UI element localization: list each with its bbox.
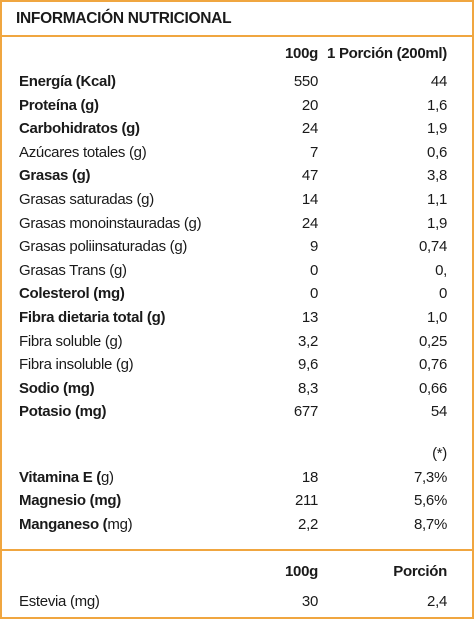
sweetener-header-portion: Porción bbox=[393, 563, 447, 580]
table-row: Manganeso (mg) 2,2 8,7% bbox=[2, 514, 472, 538]
row-value-portion: 0,6 bbox=[427, 143, 447, 161]
row-value-100g: 211 bbox=[294, 492, 318, 510]
table-row: Fibra insoluble (g) 9,6 0,76 bbox=[2, 354, 472, 378]
row-value-100g: 13 bbox=[301, 308, 318, 326]
table-row: Fibra soluble (g) 3,2 0,25 bbox=[2, 331, 472, 355]
row-value-portion: 5,6% bbox=[414, 492, 447, 510]
row-label: Energía (Kcal) bbox=[19, 73, 116, 90]
section-divider bbox=[2, 549, 472, 551]
row-value-100g: 9 bbox=[309, 238, 318, 256]
table-row: Magnesio (mg) 211 5,6% bbox=[2, 490, 472, 514]
footnote-mark: (*) bbox=[432, 445, 447, 462]
nutrient-table: 100g 1 Porción (200ml) Energía (Kcal) 550… bbox=[2, 39, 472, 425]
row-label: Vitamina E (g) bbox=[19, 469, 114, 486]
row-value-portion: 0,25 bbox=[419, 332, 447, 350]
row-value-portion: 1,9 bbox=[427, 214, 447, 232]
footnote-row: (*) bbox=[2, 443, 472, 467]
row-label: Grasas poliinsaturadas (g) bbox=[19, 238, 188, 256]
row-label: Carbohidratos (g) bbox=[19, 120, 140, 138]
row-label: Fibra dietaria total (g) bbox=[19, 308, 166, 326]
table-row: Grasas Trans (g) 0 0, bbox=[2, 260, 472, 284]
row-value-portion: 0,66 bbox=[419, 379, 447, 397]
vitamin-rows: Vitamina E (g) 18 7,3% Magnesio (mg) 211 5,6%… bbox=[2, 467, 472, 538]
row-value-100g: 24 bbox=[301, 120, 318, 138]
row-label-bold: Vitamina E ( bbox=[19, 468, 101, 486]
row-label-bold: Manganeso ( bbox=[19, 515, 108, 533]
table-row: Grasas saturadas (g) 14 1,1 bbox=[2, 189, 472, 213]
row-value-portion: 0,74 bbox=[419, 238, 447, 256]
table-row: Carbohidratos (g) 24 1,9 bbox=[2, 118, 472, 142]
row-value-100g: 30 bbox=[301, 592, 318, 610]
row-label: Sodio (mg) bbox=[19, 379, 95, 397]
row-label: Potasio (mg) bbox=[19, 403, 107, 421]
table-row: Colesterol (mg) 0 0 bbox=[2, 283, 472, 307]
header-per-100g: 100g bbox=[285, 45, 318, 62]
row-value-100g: 677 bbox=[293, 403, 318, 421]
row-label: Colesterol (mg) bbox=[19, 285, 125, 303]
row-value-100g: 20 bbox=[301, 96, 318, 114]
row-label: Proteína (g) bbox=[19, 96, 99, 114]
row-label: Grasas saturadas (g) bbox=[19, 190, 154, 208]
row-value-100g: 47 bbox=[301, 167, 318, 185]
table-row: Grasas (g) 47 3,8 bbox=[2, 165, 472, 189]
row-label: Estevia (mg) bbox=[19, 592, 100, 610]
row-label: Magnesio (mg) bbox=[19, 492, 121, 509]
table-row: Vitamina E (g) 18 7,3% bbox=[2, 467, 472, 491]
row-label: Fibra soluble (g) bbox=[19, 332, 123, 350]
table-row: Azúcares totales (g) 7 0,6 bbox=[2, 142, 472, 166]
table-row: Estevia (mg) 30 2,4 bbox=[2, 591, 472, 615]
header-per-portion: 1 Porción (200ml) bbox=[327, 45, 447, 62]
row-value-100g: 8,3 bbox=[298, 379, 318, 397]
sweetener-header: 100g Porción bbox=[2, 561, 472, 585]
row-value-portion: 0, bbox=[435, 261, 447, 279]
row-value-portion: 1,9 bbox=[427, 120, 447, 138]
sweetener-header-100g: 100g bbox=[285, 563, 318, 580]
row-value-100g: 2,2 bbox=[298, 515, 318, 533]
row-value-100g: 0 bbox=[309, 285, 318, 303]
row-label: Grasas Trans (g) bbox=[19, 261, 127, 279]
row-value-portion: 1,1 bbox=[427, 190, 447, 208]
row-label: Grasas (g) bbox=[19, 167, 91, 185]
row-value-portion: 0,76 bbox=[419, 356, 447, 374]
table-row: Grasas monoinstauradas (g) 24 1,9 bbox=[2, 213, 472, 237]
row-label: Fibra insoluble (g) bbox=[19, 356, 134, 374]
row-value-100g: 18 bbox=[301, 468, 318, 486]
table-row: Energía (Kcal) 550 44 bbox=[2, 71, 472, 95]
row-label-rest: mg) bbox=[107, 515, 133, 533]
row-value-portion: 0 bbox=[438, 285, 447, 303]
table-row: Fibra dietaria total (g) 13 1,0 bbox=[2, 307, 472, 331]
row-label: Azúcares totales (g) bbox=[19, 143, 147, 161]
panel-title: INFORMACIÓN NUTRICIONAL bbox=[2, 2, 472, 37]
row-value-100g: 550 bbox=[293, 73, 318, 90]
table-header: 100g 1 Porción (200ml) bbox=[2, 39, 472, 71]
row-value-100g: 3,2 bbox=[298, 332, 318, 350]
row-value-100g: 9,6 bbox=[298, 356, 318, 374]
table-row: Sodio (mg) 8,3 0,66 bbox=[2, 378, 472, 402]
row-value-100g: 24 bbox=[301, 214, 318, 232]
table-row: Potasio (mg) 677 54 bbox=[2, 401, 472, 425]
row-label-bold: Magnesio (mg) bbox=[19, 492, 121, 510]
row-label: Grasas monoinstauradas (g) bbox=[19, 214, 202, 232]
row-value-portion: 1,0 bbox=[427, 308, 447, 326]
sweetener-table: 100g Porción Estevia (mg) 30 2,4 bbox=[2, 561, 472, 614]
row-value-100g: 14 bbox=[301, 190, 318, 208]
table-row: Grasas poliinsaturadas (g) 9 0,74 bbox=[2, 236, 472, 260]
row-value-portion: 3,8 bbox=[427, 167, 447, 185]
vitamin-table: (*) Vitamina E (g) 18 7,3% Magnesio (mg) 211… bbox=[2, 443, 472, 537]
table-row: Proteína (g) 20 1,6 bbox=[2, 95, 472, 119]
row-label-rest: g) bbox=[100, 468, 114, 486]
row-value-portion: 1,6 bbox=[427, 96, 447, 114]
row-value-portion: 8,7% bbox=[414, 515, 447, 533]
row-value-portion: 2,4 bbox=[427, 592, 447, 610]
row-label: Manganeso (mg) bbox=[19, 515, 133, 533]
row-value-portion: 54 bbox=[430, 403, 447, 421]
row-value-100g: 7 bbox=[309, 143, 318, 161]
row-value-100g: 0 bbox=[309, 261, 318, 279]
nutrient-rows: Energía (Kcal) 550 44 Proteína (g) 20 1,6 Carb… bbox=[2, 71, 472, 425]
row-value-portion: 7,3% bbox=[414, 468, 447, 486]
row-value-portion: 44 bbox=[430, 73, 447, 90]
